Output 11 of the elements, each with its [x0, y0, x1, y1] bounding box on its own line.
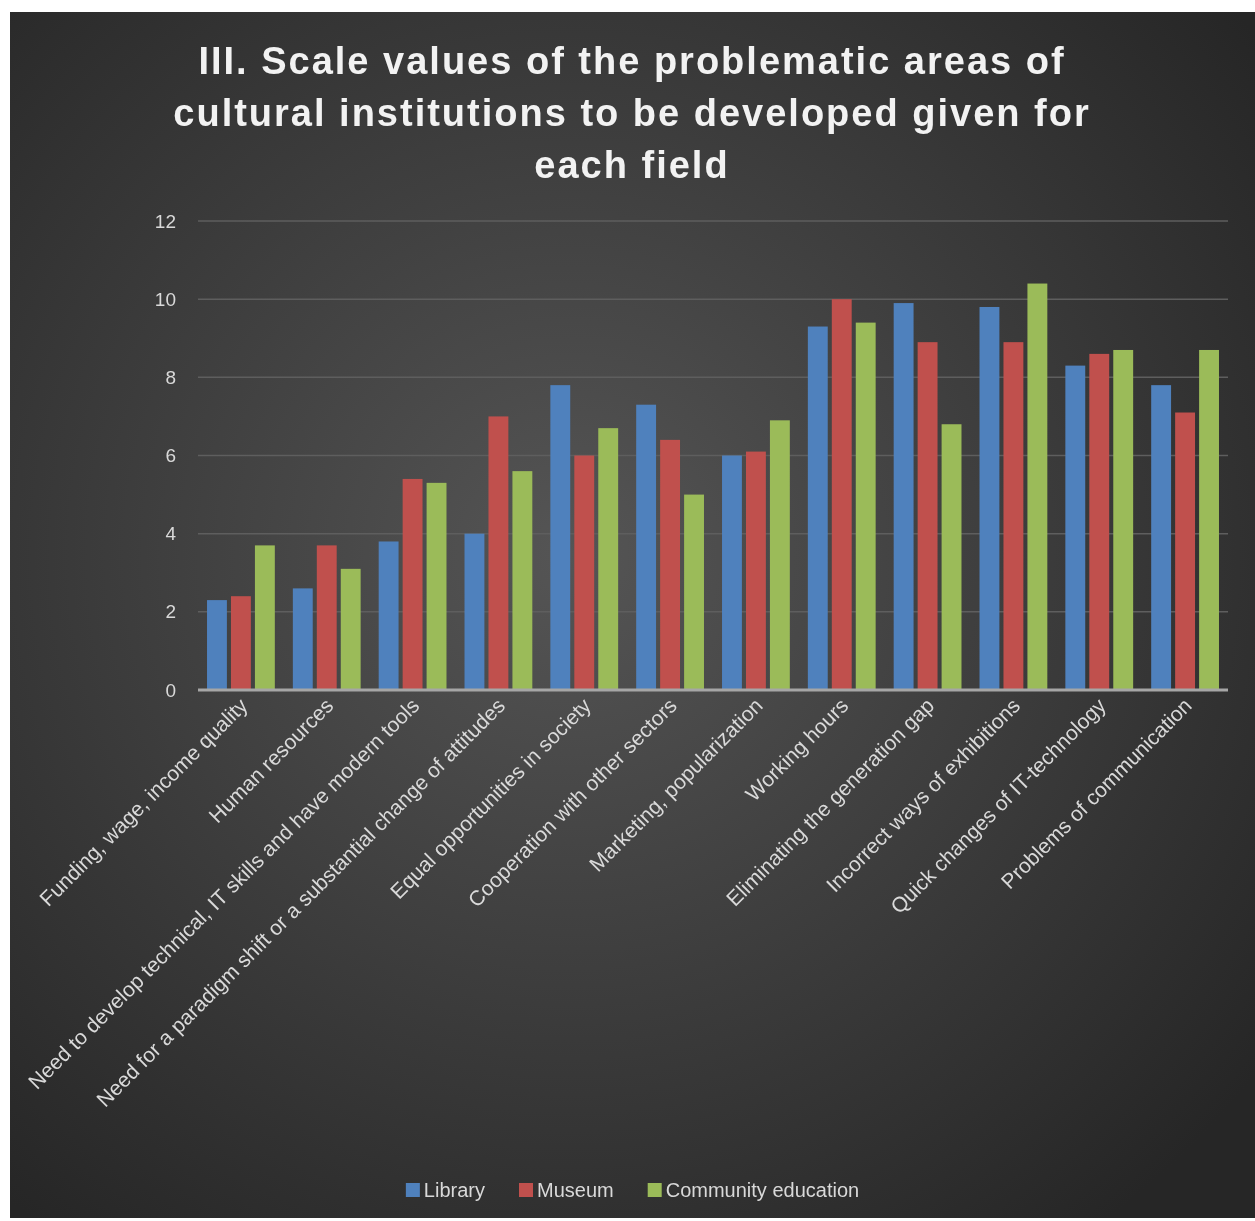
- y-tick-label: 2: [165, 601, 176, 623]
- y-tick-label: 10: [154, 288, 176, 310]
- chart-title: III. Scale values of the problematic areas of cultural institutions to be developed given for each field: [173, 40, 1091, 186]
- y-tick-label: 4: [165, 523, 177, 545]
- y-tick-label: 6: [165, 445, 176, 467]
- y-tick-label: 12: [154, 210, 176, 232]
- y-tick-label: 8: [165, 366, 176, 388]
- legend-label: Museum: [537, 1179, 614, 1201]
- legend-label: Library: [423, 1179, 485, 1201]
- legend-label: Community education: [665, 1179, 860, 1201]
- y-tick-label: 0: [165, 679, 176, 701]
